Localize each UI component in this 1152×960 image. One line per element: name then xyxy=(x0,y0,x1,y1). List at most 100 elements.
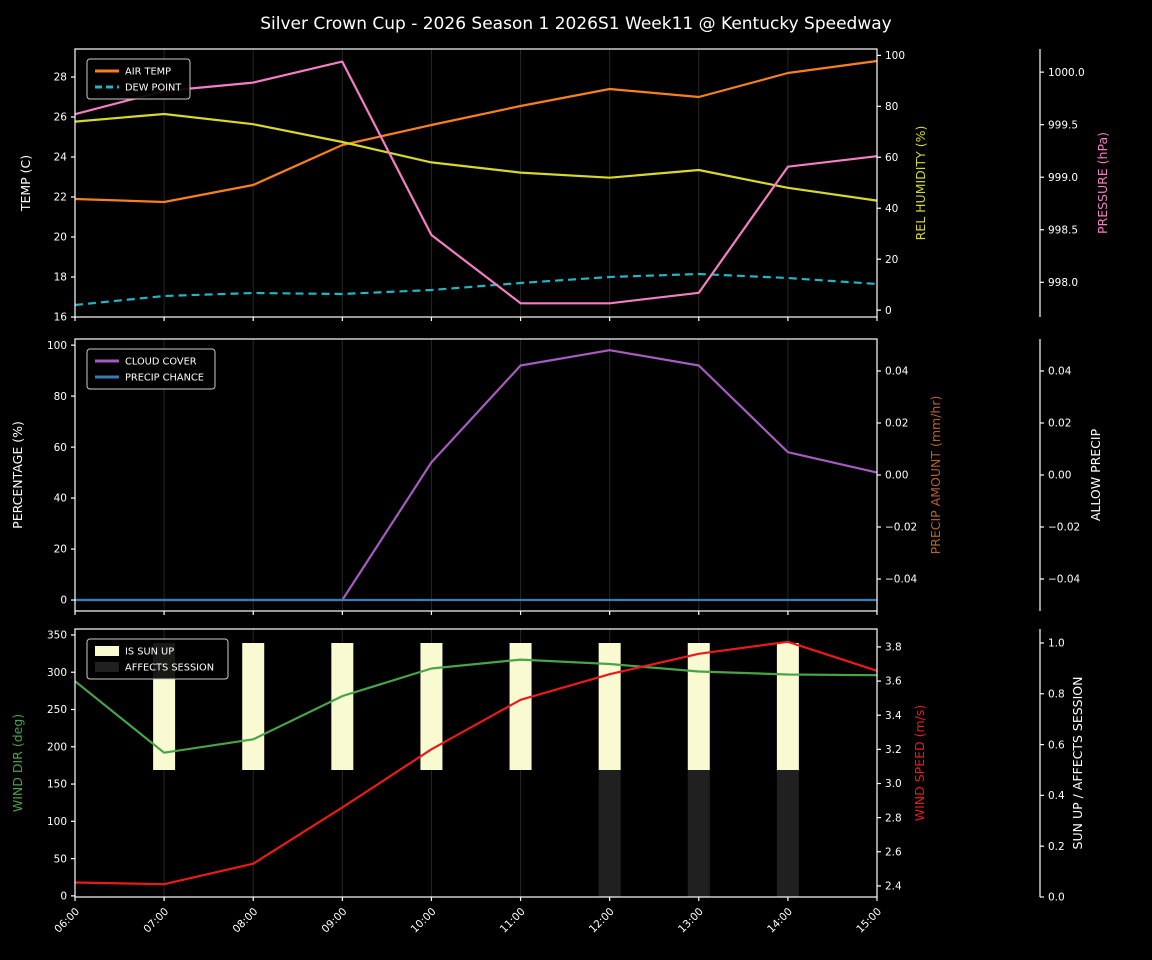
left-tick-label: 300 xyxy=(47,667,67,679)
affects-session-legend-swatch xyxy=(95,662,119,672)
left-tick-label: 20 xyxy=(54,544,67,556)
left-axis: 0 50 100 150 200 250 300 350 WIND DIR (deg) xyxy=(10,630,75,903)
right-tick-label: 0.04 xyxy=(885,366,909,378)
is-sun-up-bar xyxy=(420,643,443,770)
left-tick-label: 100 xyxy=(47,816,67,828)
detached-tick-label: 998.0 xyxy=(1048,277,1078,289)
x-tick-label: 06:00 xyxy=(52,906,82,936)
left-tick-label: 26 xyxy=(54,112,68,124)
x-tick-label: 10:00 xyxy=(409,906,439,936)
detached-tick-label: 0.00 xyxy=(1048,470,1071,482)
sun-up-affects-session-axis-label: SUN UP / AFFECTS SESSION xyxy=(1070,677,1085,850)
wind-speed-m-s-axis-label: WIND SPEED (m/s) xyxy=(912,705,927,822)
detached-tick-label: −0.04 xyxy=(1048,574,1080,586)
right-tick-label: −0.02 xyxy=(885,522,917,534)
right-tick-label: 80 xyxy=(885,101,898,113)
affects-session-bar xyxy=(776,770,799,897)
percentage-axis-label: PERCENTAGE (%) xyxy=(10,421,25,529)
affects-session-bars xyxy=(598,770,799,897)
right-tick-label: 2.6 xyxy=(885,846,902,858)
x-tick-label: 07:00 xyxy=(141,906,171,936)
is-sun-up-bars xyxy=(153,643,799,770)
detached-tick-label: 0.0 xyxy=(1048,892,1065,904)
detached-tick-label: 0.04 xyxy=(1048,366,1072,378)
left-tick-label: 28 xyxy=(54,72,67,84)
wind-dir-deg-axis-label: WIND DIR (deg) xyxy=(10,714,25,812)
wind-speed-line xyxy=(74,640,878,886)
x-axis: 06:00 07:00 08:00 09:00 10:00 11:00 12:00 13:00… xyxy=(52,897,884,936)
left-axis: 16 18 20 22 24 26 28 TEMP (C) xyxy=(18,72,75,324)
legend-label: CLOUD COVER xyxy=(125,356,197,367)
precip-amount-mm-hr-axis-label: PRECIP AMOUNT (mm/hr) xyxy=(928,396,943,555)
legend: CLOUD COVER PRECIP CHANCE xyxy=(86,348,216,390)
is-sun-up-bar xyxy=(509,643,532,770)
x-tick-label: 08:00 xyxy=(230,906,260,936)
legend-label: AFFECTS SESSION xyxy=(125,662,214,673)
right-tick-label: 3.8 xyxy=(885,642,902,654)
legend-label: AIR TEMP xyxy=(125,66,171,77)
pressure-hpa-axis-label: PRESSURE (hPa) xyxy=(1095,132,1110,234)
precipitation-panel: 0 20 40 60 80 100 PERCENTAGE (%) 0.04 0.02 0.00 −0… xyxy=(10,338,1103,615)
right-tick-label: 60 xyxy=(885,152,898,164)
x-tick-label: 15:00 xyxy=(854,906,884,936)
left-tick-label: 20 xyxy=(54,232,67,244)
left-tick-label: 150 xyxy=(47,779,67,791)
detached-tick-label: 1000.0 xyxy=(1048,67,1085,79)
plot-frame xyxy=(74,48,878,318)
legend-box xyxy=(86,638,229,680)
affects-session-bar xyxy=(598,770,621,897)
left-tick-label: 50 xyxy=(54,853,67,865)
dew-point-line xyxy=(74,272,878,307)
allow-precip-axis-label: ALLOW PRECIP xyxy=(1088,428,1103,521)
right-tick-label: 2.8 xyxy=(885,812,902,824)
legend-box xyxy=(86,58,191,100)
left-tick-label: 16 xyxy=(54,312,68,324)
legend: AIR TEMP DEW POINT xyxy=(86,58,191,100)
plot-frame xyxy=(74,628,878,898)
x-axis xyxy=(74,317,878,321)
detached-tick-label: 0.2 xyxy=(1048,841,1065,853)
left-tick-label: 200 xyxy=(47,741,67,753)
right-tick-label: 40 xyxy=(885,203,898,215)
is-sun-up-legend-swatch xyxy=(95,646,119,656)
detached-tick-label: 0.4 xyxy=(1048,790,1065,802)
x-tick-label: 09:00 xyxy=(320,906,350,936)
right-detached-axis: 0.04 0.02 0.00 −0.02 −0.04 ALLOW PRECIP xyxy=(1039,339,1103,611)
chart-title: Silver Crown Cup - 2026 Season 1 2026S1 … xyxy=(260,14,892,34)
x-axis xyxy=(74,611,878,615)
left-tick-label: 250 xyxy=(47,704,67,716)
left-tick-label: 80 xyxy=(54,391,67,403)
pressure-line xyxy=(74,60,878,305)
legend-label: DEW POINT xyxy=(125,82,182,93)
is-sun-up-bar xyxy=(331,643,354,770)
left-axis: 0 20 40 60 80 100 PERCENTAGE (%) xyxy=(10,340,75,607)
left-tick-label: 100 xyxy=(47,340,67,352)
is-sun-up-bar xyxy=(776,643,799,770)
x-tick-label: 13:00 xyxy=(676,906,706,936)
wind-dir-line xyxy=(74,658,878,754)
rel-humidity-line xyxy=(74,112,878,202)
detached-tick-label: 998.5 xyxy=(1048,224,1078,236)
left-tick-label: 0 xyxy=(60,595,67,607)
affects-session-bar xyxy=(687,770,710,897)
right-tick-label: 3.6 xyxy=(885,676,902,688)
left-tick-label: 40 xyxy=(54,493,67,505)
right-tick-label: 2.4 xyxy=(885,881,902,893)
x-tick-label: 14:00 xyxy=(765,906,795,936)
right-detached-axis: 0.0 0.2 0.4 0.6 0.8 1.0 SUN UP / AFFECTS SESSI… xyxy=(1039,629,1085,904)
x-tick-label: 12:00 xyxy=(587,906,617,936)
is-sun-up-bar xyxy=(687,643,710,770)
detached-tick-label: 0.8 xyxy=(1048,688,1065,700)
right-attached-axis: 0 20 40 60 80 100 REL HUMIDITY (%) xyxy=(877,50,928,317)
right-tick-label: 100 xyxy=(885,50,905,62)
right-tick-label: 20 xyxy=(885,254,898,266)
right-tick-label: 3.4 xyxy=(885,710,902,722)
detached-tick-label: 999.0 xyxy=(1048,172,1078,184)
air-temp-line xyxy=(74,59,878,204)
right-tick-label: −0.04 xyxy=(885,574,917,586)
is-sun-up-bar xyxy=(598,643,621,770)
right-tick-label: 0.02 xyxy=(885,418,908,430)
left-tick-label: 350 xyxy=(47,630,67,642)
